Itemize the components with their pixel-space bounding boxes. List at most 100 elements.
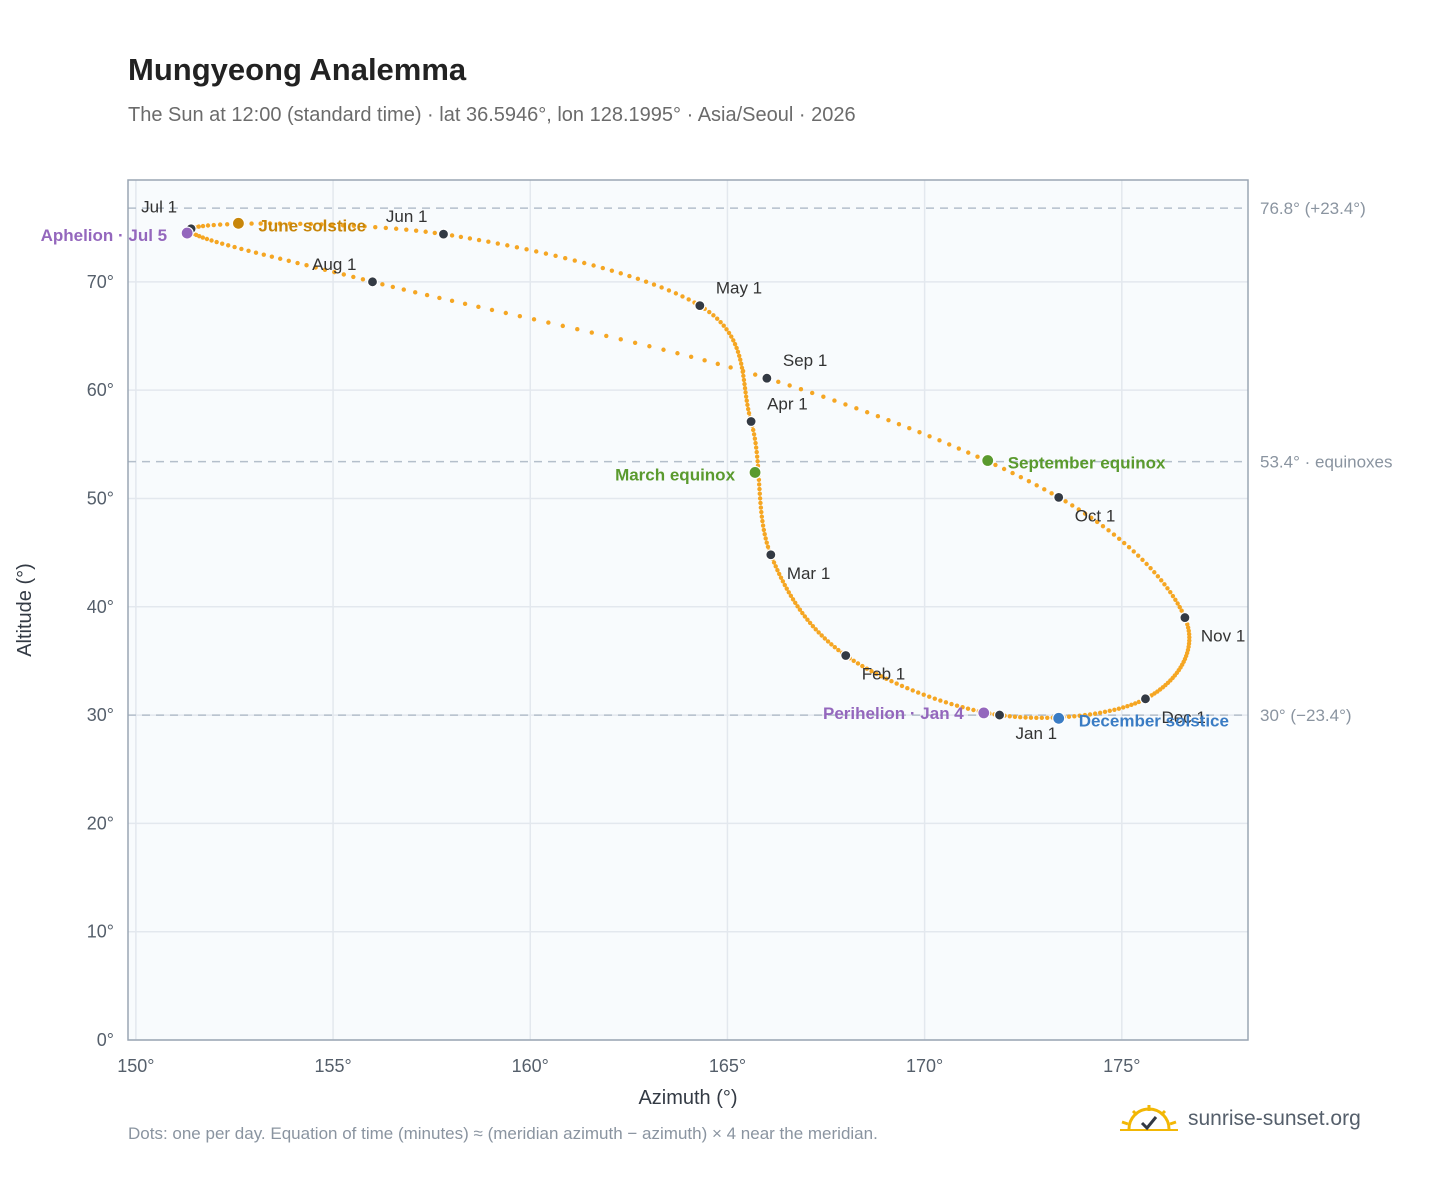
brand-name[interactable]: sunrise-sunset.org: [1188, 1107, 1361, 1130]
reference-lines: 76.8° (+23.4°) 53.4° · equinoxes 30° (−23.…: [128, 199, 1393, 725]
daily-dot: [874, 671, 879, 676]
daily-dot: [1136, 699, 1142, 705]
daily-dot: [754, 449, 759, 455]
y-tick-label: 10°: [87, 922, 114, 942]
daily-dot: [744, 398, 749, 403]
daily-dot: [758, 505, 764, 510]
month-label: May 1: [716, 279, 762, 298]
daily-dot: [489, 307, 495, 313]
event-label: Perihelion · Jan 4: [823, 704, 964, 723]
daily-dot: [1089, 515, 1094, 520]
daily-dot: [822, 636, 828, 641]
y-tick-label: 70°: [87, 272, 114, 292]
daily-dot: [1102, 709, 1108, 715]
daily-dot: [753, 445, 759, 450]
month-label: Jan 1: [1016, 724, 1058, 743]
daily-dot: [1023, 715, 1028, 720]
month-label: Apr 1: [767, 395, 808, 414]
daily-dot: [1094, 519, 1100, 525]
daily-dot: [413, 290, 418, 295]
daily-dot: [217, 222, 223, 227]
daily-dot: [784, 586, 789, 591]
chart-title: Mungyeong Analemma: [128, 52, 467, 87]
daily-dot: [1018, 474, 1024, 480]
daily-dot: [319, 222, 324, 227]
daily-dot: [1133, 701, 1138, 706]
daily-dot: [755, 459, 760, 464]
daily-dot: [741, 377, 747, 383]
daily-dot: [760, 523, 766, 528]
daily-dot: [1100, 523, 1106, 529]
daily-dot: [404, 227, 409, 232]
daily-dot: [786, 590, 791, 595]
daily-dot: [757, 496, 763, 501]
month-label: Feb 1: [862, 664, 905, 683]
daily-dot: [239, 246, 244, 252]
daily-dot: [204, 236, 210, 242]
event-marker: [180, 226, 194, 240]
daily-dot: [829, 642, 834, 647]
daily-dot: [486, 239, 491, 244]
daily-dot: [775, 567, 780, 573]
daily-dot: [1165, 586, 1170, 591]
daily-dot: [738, 361, 744, 366]
daily-dot: [531, 317, 537, 322]
daily-dot: [503, 310, 509, 316]
month-marker: [694, 300, 706, 312]
daily-dot: [449, 298, 455, 304]
daily-dot: [780, 579, 786, 584]
month-label: Sep 1: [783, 351, 827, 370]
daily-dot: [1125, 703, 1130, 709]
daily-dot: [886, 417, 891, 423]
daily-dot: [1173, 597, 1178, 602]
daily-dot: [949, 701, 954, 707]
daily-dot: [673, 291, 679, 296]
daily-dot: [1140, 557, 1145, 563]
daily-dot: [1039, 715, 1045, 721]
daily-dot: [661, 347, 666, 352]
daily-dot: [746, 411, 752, 416]
daily-dot: [514, 245, 520, 250]
daily-dot: [741, 373, 746, 379]
daily-dot: [1185, 625, 1191, 630]
month-label: Nov 1: [1201, 627, 1245, 646]
daily-dot: [825, 639, 831, 644]
daily-dot: [1131, 549, 1136, 554]
month-marker: [765, 549, 777, 561]
daily-dot: [1087, 712, 1093, 717]
daily-dot: [476, 237, 482, 243]
daily-dot: [756, 477, 762, 482]
daily-dot: [956, 446, 962, 451]
daily-dot: [277, 221, 283, 226]
daily-dot: [600, 265, 606, 271]
daily-dot: [341, 272, 346, 277]
x-axis-title: Azimuth (°): [638, 1087, 737, 1109]
daily-dot: [261, 252, 266, 257]
x-axis-ticks: 150° 155° 160° 165° 170° 175°: [117, 1056, 1140, 1076]
daily-dot: [1097, 710, 1103, 715]
daily-dot: [200, 223, 206, 229]
daily-dot: [1112, 707, 1117, 712]
daily-dot: [907, 426, 912, 431]
daily-dot: [1116, 536, 1122, 541]
daily-dot: [745, 406, 751, 412]
daily-dot: [821, 394, 826, 399]
daily-dot: [205, 223, 211, 228]
daily-dot: [211, 222, 216, 228]
daily-dot: [790, 597, 796, 602]
daily-dot: [843, 402, 848, 407]
reference-line-label: 53.4° · equinoxes: [1260, 453, 1393, 472]
daily-dot: [1186, 631, 1192, 637]
y-tick-label: 20°: [87, 813, 114, 833]
month-marker: [761, 372, 773, 384]
event-marker: [1052, 711, 1066, 725]
daily-dot: [736, 353, 742, 358]
daily-dot: [836, 647, 841, 653]
daily-dot: [731, 338, 736, 343]
daily-dot: [332, 269, 337, 275]
daily-dot: [869, 669, 874, 674]
daily-dot: [711, 313, 716, 318]
daily-dot: [609, 268, 615, 273]
brand[interactable]: sunrise-sunset.org: [1120, 1103, 1361, 1135]
daily-dot: [864, 410, 870, 415]
